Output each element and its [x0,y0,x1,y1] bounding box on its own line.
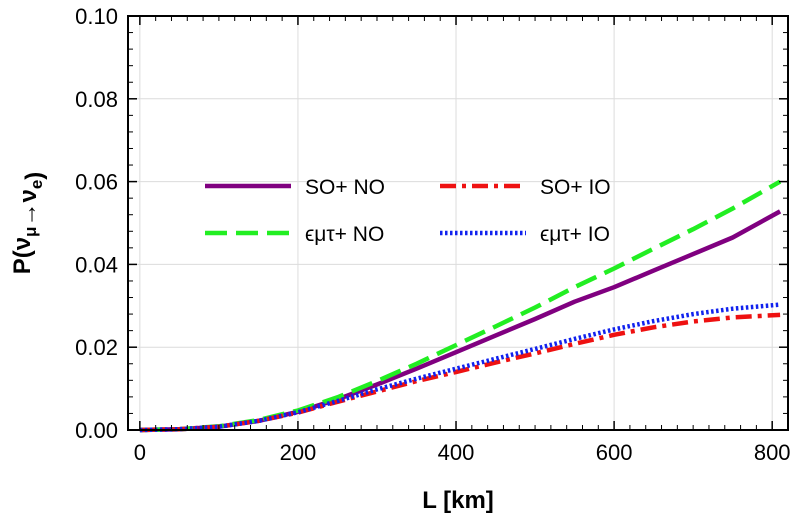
x-tick-label: 800 [754,440,791,465]
legend-label-3: ϵμτ+ IO [540,223,610,246]
y-tick-label: 0.00 [75,418,118,443]
x-tick-label: 200 [280,440,317,465]
x-tick-label: 400 [438,440,475,465]
y-axis-title: P(νμ→νe) [9,172,48,275]
legend-label-0: SO+ NO [305,176,385,199]
series-line-1 [139,179,782,433]
legend-label-2: SO+ IO [540,176,611,199]
y-tick-label: 0.06 [75,170,118,195]
plot-frame [127,15,789,431]
y-tick-label: 0.02 [75,335,118,360]
y-tick-label: 0.08 [75,87,118,112]
series-line-2 [139,312,781,433]
y-tick-label: 0.10 [75,4,118,29]
series-line-3 [139,302,781,433]
grid-lines [128,16,788,430]
x-tick-label: 0 [134,440,146,465]
legend-label-1: ϵμτ+ NO [305,223,384,246]
x-axis-title: L [km] [422,487,494,514]
series-lines [139,179,782,433]
axis-ticks: 0 200 400 600 800 0.00 0.02 0.04 0.06 0.08 0.10 [75,4,790,465]
x-tick-label: 600 [596,440,633,465]
legend: SO+ NO ϵμτ+ NO SO+ IO ϵμτ+ IO [205,176,611,246]
y-tick-label: 0.04 [75,252,118,277]
